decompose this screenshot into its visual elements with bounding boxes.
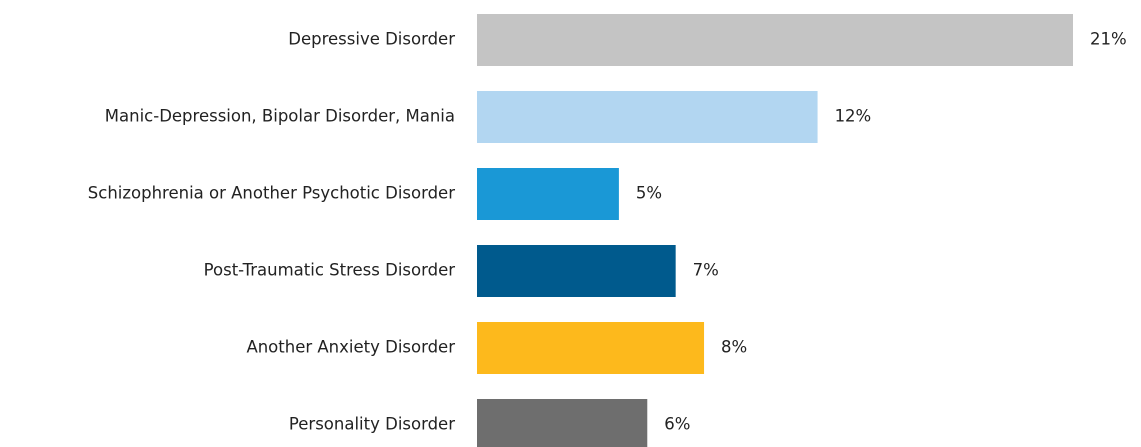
bar (477, 91, 818, 143)
bar (477, 399, 648, 447)
value-label: 6% (664, 415, 690, 434)
bar (477, 14, 1073, 66)
category-label: Depressive Disorder (288, 30, 455, 49)
category-label: Post-Traumatic Stress Disorder (204, 261, 456, 280)
category-label: Manic-Depression, Bipolar Disorder, Mani… (105, 107, 455, 126)
category-label: Schizophrenia or Another Psychotic Disor… (88, 184, 455, 203)
category-label: Personality Disorder (289, 415, 455, 434)
bar (477, 168, 619, 220)
value-label: 7% (693, 261, 719, 280)
bar (477, 245, 676, 297)
value-label: 12% (835, 107, 872, 126)
value-label: 8% (721, 338, 747, 357)
value-label: 21% (1090, 30, 1127, 49)
value-label: 5% (636, 184, 662, 203)
category-label: Another Anxiety Disorder (246, 338, 455, 357)
bar (477, 322, 705, 374)
